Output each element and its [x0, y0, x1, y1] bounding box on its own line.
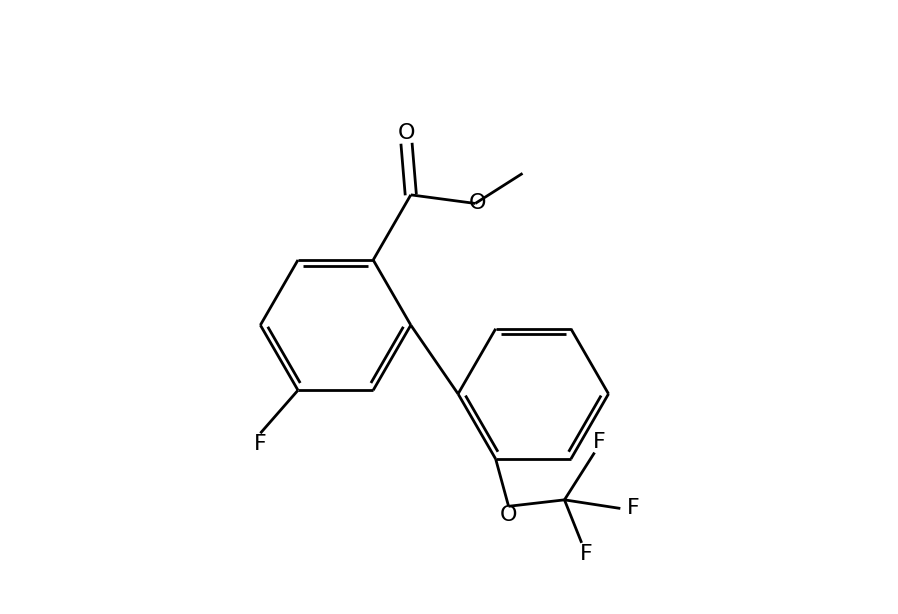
Text: O: O [500, 505, 517, 525]
Text: O: O [398, 123, 415, 142]
Text: F: F [593, 432, 605, 452]
Text: O: O [469, 193, 486, 214]
Text: F: F [254, 434, 267, 454]
Text: F: F [627, 499, 639, 518]
Text: F: F [579, 543, 593, 564]
